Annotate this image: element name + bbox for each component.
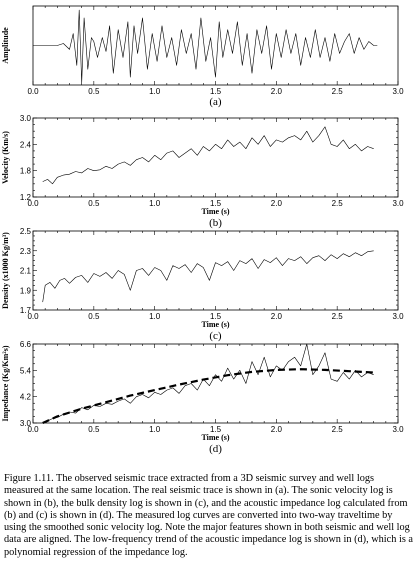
panel-4-x-tick-label: 1.0: [149, 425, 161, 434]
panel-3-y-tick-label: 1.7: [20, 306, 32, 315]
panel-2-y-tick-label: 2.4: [20, 140, 32, 149]
panel-2-x-tick-label: 1.0: [149, 199, 161, 208]
panel-3-x-tick-label: 0.5: [88, 312, 100, 321]
panel-3-x-tick-label: 3.0: [392, 312, 404, 321]
panel-4-frame: [32, 343, 399, 424]
panel-3-frame: [32, 230, 399, 311]
panel-2-y-tick-label: 1.2: [20, 193, 32, 202]
panel-4-y-tick-label: 3.0: [20, 419, 32, 428]
panel-3-x-tick-label: 0.0: [27, 312, 39, 321]
panel-4-y-tick-label: 5.4: [20, 366, 32, 375]
panel-3-y-tick-label: 2.5: [20, 227, 32, 236]
panel-3-label: (c): [209, 330, 222, 342]
panel-3-x-tick-label: 1.0: [149, 312, 161, 321]
panel-4-x-tick-label: 1.5: [210, 425, 222, 434]
panel-3-y-axis-label: Density (x1000 Kg/m³): [1, 232, 10, 309]
panel-1-x-tick-label: 1.5: [210, 87, 222, 96]
panel-4-x-tick-label: 0.0: [27, 425, 39, 434]
panel-4-x-tick-label: 0.5: [88, 425, 100, 434]
panel-3-x-tick-label: 2.5: [332, 312, 344, 321]
panel-2-x-tick-label: 0.5: [88, 199, 100, 208]
panel-2-x-tick-label: 2.0: [271, 199, 283, 208]
panel-4-series-1-line: [42, 343, 374, 424]
panel-4-y-axis-label: Impedance (Kg/Km²s): [1, 345, 10, 421]
panel-2-series-1-line: [42, 126, 374, 185]
panel-1-y-axis-label: Amplitude: [1, 27, 10, 64]
panel-2-y-tick-label: 3.0: [20, 114, 32, 123]
panel-3-x-tick-label: 1.5: [210, 312, 222, 321]
panel-4-x-tick-label: 3.0: [392, 425, 404, 434]
figure-caption: Figure 1.11. The observed seismic trace …: [4, 473, 413, 558]
panel-3-y-tick-label: 2.3: [20, 247, 32, 256]
panel-2-x-tick-label: 1.5: [210, 199, 222, 208]
panel-1-x-tick-label: 2.0: [271, 87, 283, 96]
panel-1-series-1-line: [33, 9, 378, 84]
panel-3-x-tick-label: 2.0: [271, 312, 283, 321]
figure-chart-canvas: 0.0 0.5 1.0 1.5 2.0 2.5 3.0 Amplitude (a) 0.0 0.5 1…: [1, 5, 404, 455]
panel-2-frame: [32, 117, 399, 198]
panel-2-y-tick-label: 1.8: [20, 167, 32, 176]
panel-4-label: (d): [209, 443, 222, 455]
panel-4-x-tick-label: 2.5: [332, 425, 344, 434]
panel-1-x-tick-label: 1.0: [149, 87, 161, 96]
panel-4-y-tick-label: 4.2: [20, 393, 32, 402]
panel-2-x-tick-label: 0.0: [27, 199, 39, 208]
panel-2-y-axis-label: Velocity (Km/s): [1, 131, 10, 184]
panel-2-label: (b): [209, 217, 222, 229]
panel-4-x-tick-label: 2.0: [271, 425, 283, 434]
panel-3-series-1-line: [42, 250, 374, 303]
figure: 0.0 0.5 1.0 1.5 2.0 2.5 3.0 Amplitude (a) 0.0 0.5 1…: [1, 5, 404, 455]
panel-1-label: (a): [209, 96, 222, 108]
panel-2-x-tick-label: 2.5: [332, 199, 344, 208]
panel-3-x-axis-label: Time (s): [201, 320, 229, 329]
panel-2-x-tick-label: 3.0: [392, 199, 404, 208]
panel-4-y-tick-label: 6.6: [20, 340, 32, 349]
panel-1-x-tick-label: 2.5: [332, 87, 344, 96]
panel-1-x-tick-label: 3.0: [392, 87, 404, 96]
panel-1-x-tick-label: 0.5: [88, 87, 100, 96]
panel-2-x-axis-label: Time (s): [201, 207, 229, 216]
panel-3-y-tick-label: 2.1: [20, 267, 32, 276]
panel-4-series-2-line: [42, 368, 374, 425]
panel-3-y-tick-label: 1.9: [20, 286, 32, 295]
panel-1-x-tick-label: 0.0: [27, 87, 39, 96]
panel-4-x-axis-label: Time (s): [201, 433, 229, 442]
